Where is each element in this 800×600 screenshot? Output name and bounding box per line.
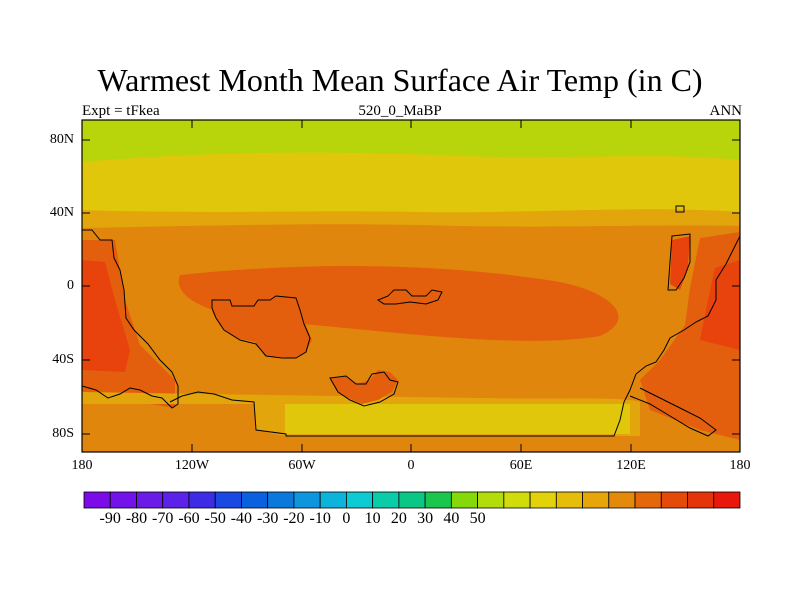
island-landmass-fill	[330, 370, 398, 404]
colorbar-label: 20	[390, 510, 407, 527]
southern-island-outline	[329, 371, 399, 407]
lon-label-120w: 120W	[174, 458, 210, 473]
western-hot-core	[82, 260, 130, 372]
colorbar-swatch	[109, 491, 137, 509]
eastern-hot-core	[700, 260, 740, 350]
central-continent-outline	[211, 295, 311, 359]
northern-island-outline	[376, 289, 443, 305]
colorbar-label: 0	[342, 510, 351, 527]
colorbar-swatch	[450, 491, 478, 509]
colorbar-swatch	[477, 491, 505, 509]
eastern-island-outline	[667, 233, 691, 291]
colorbar-swatch	[136, 491, 164, 509]
colorbar-label: -30	[257, 510, 279, 527]
eastern-island-fill	[670, 236, 690, 290]
colorbar-label: -20	[283, 510, 305, 527]
colorbar-label: -90	[99, 510, 121, 527]
lon-ticks	[191, 120, 632, 452]
temperature-field	[82, 120, 740, 452]
southern-landmass-fill	[285, 404, 630, 434]
colorbar-swatch	[319, 491, 347, 509]
colorbar	[83, 491, 741, 509]
colorbar-swatch	[608, 491, 636, 509]
colorbar-label: -40	[230, 510, 253, 527]
colorbar-label: 40	[443, 510, 460, 527]
lat-label-80n: 80N	[49, 132, 74, 147]
colorbar-swatch	[582, 491, 610, 509]
colorbar-swatch	[424, 491, 452, 509]
lat-label-40s: 40S	[52, 352, 74, 367]
continent-outlines	[82, 205, 740, 437]
small-island-outline	[675, 205, 685, 213]
colorbar-swatch	[555, 491, 583, 509]
colorbar-label: -50	[204, 510, 226, 527]
colorbar-label: 50	[469, 510, 486, 527]
period-label: ANN	[709, 103, 743, 119]
colorbar-swatch	[188, 491, 216, 509]
colorbar-label: 30	[417, 510, 434, 527]
western-continent-outline	[82, 229, 179, 409]
lon-label-180e: 180	[729, 458, 751, 473]
plot-title: Warmest Month Mean Surface Air Temp (in …	[97, 62, 703, 98]
lon-label-60w: 60W	[288, 458, 316, 473]
lat-label-40n: 40N	[49, 205, 74, 220]
colorbar-swatch	[660, 491, 688, 509]
colorbar-swatch	[83, 491, 111, 509]
colorbar-swatch	[503, 491, 531, 509]
colorbar-label: -80	[125, 510, 148, 527]
central-landmass-fill	[212, 300, 312, 358]
colorbar-swatch	[214, 491, 242, 509]
colorbar-swatch	[529, 491, 557, 509]
lon-label-180w: 180	[71, 458, 93, 473]
subtropical-band-north	[82, 152, 740, 213]
lat-ticks	[82, 139, 740, 435]
lat-label-0: 0	[67, 278, 74, 293]
experiment-label: Expt = tFkea	[82, 103, 160, 119]
colorbar-label: 10	[364, 510, 381, 527]
lon-label-60e: 60E	[509, 458, 533, 473]
colorbar-swatch	[372, 491, 400, 509]
colorbar-swatch	[713, 491, 741, 509]
colorbar-swatch	[293, 491, 321, 509]
colorbar-swatch	[162, 491, 190, 509]
colorbar-label: -70	[152, 510, 174, 527]
colorbar-swatch	[241, 491, 269, 509]
colorbar-swatch	[398, 491, 426, 509]
lon-label-0: 0	[407, 458, 415, 473]
colorbar-swatch	[634, 491, 662, 509]
eastern-coast-outline	[629, 387, 717, 437]
lon-label-120e: 120E	[616, 458, 646, 473]
colorbar-swatch	[345, 491, 374, 509]
lat-label-80s: 80S	[52, 426, 74, 441]
colorbar-label: -10	[309, 510, 331, 527]
colorbar-label: -60	[178, 510, 200, 527]
colorbar-swatch	[267, 491, 295, 509]
southern-continent-outline	[169, 235, 740, 437]
time-label: 520_0_MaBP	[358, 103, 442, 119]
colorbar-swatch	[687, 491, 715, 509]
